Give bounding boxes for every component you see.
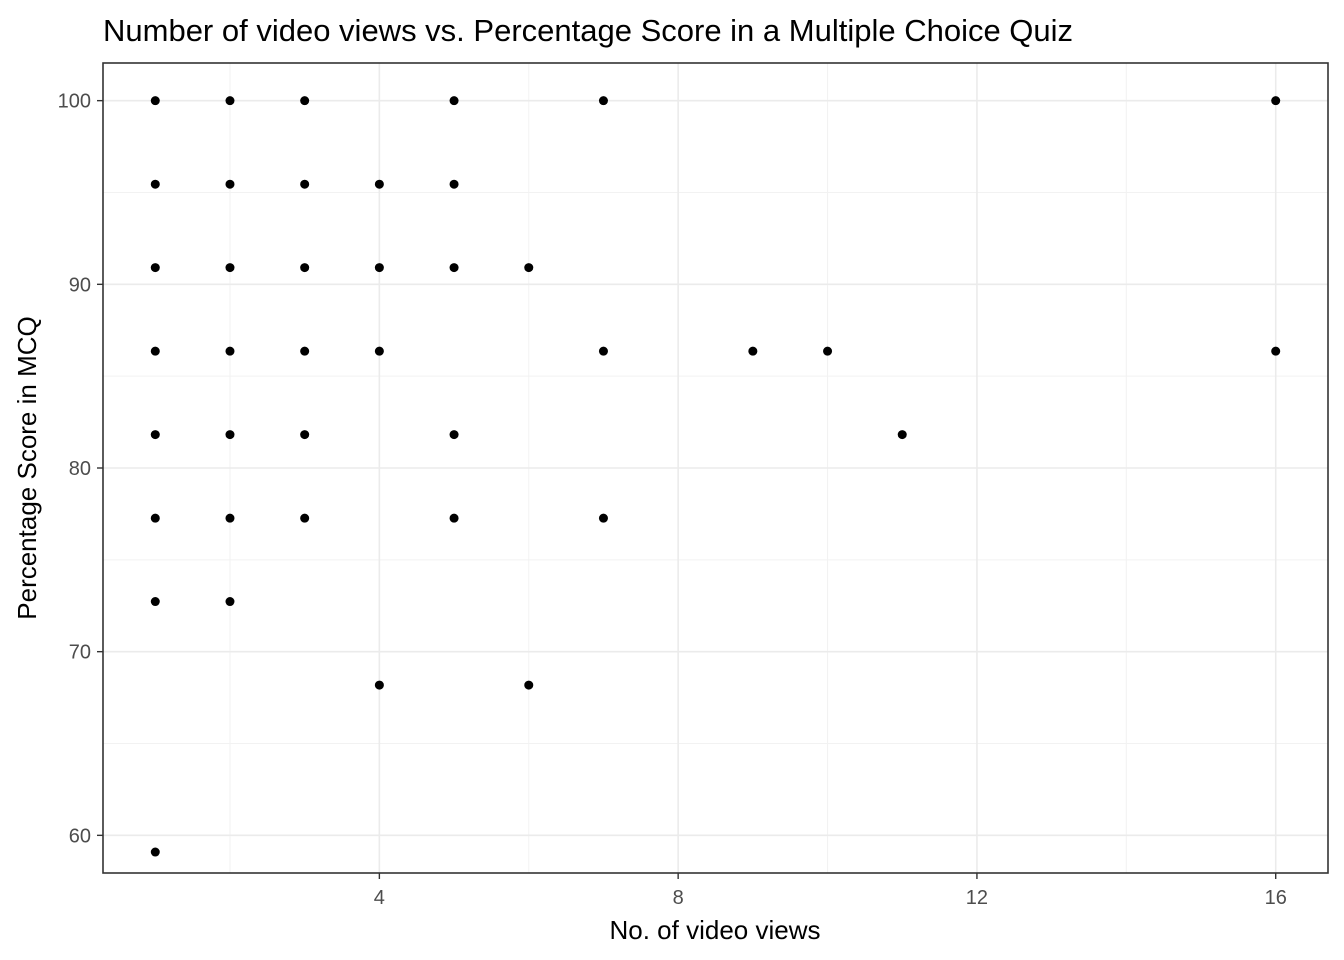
data-point: [225, 179, 235, 189]
data-point: [300, 346, 310, 356]
x-tick-label: 8: [673, 887, 684, 909]
data-point: [150, 597, 160, 607]
y-tick-label: 80: [69, 458, 91, 480]
data-point: [449, 179, 459, 189]
x-axis-title: No. of video views: [610, 915, 821, 945]
data-point: [300, 263, 310, 273]
data-point: [150, 513, 160, 523]
y-axis-ticks: 60 70 80 90 100: [58, 91, 103, 847]
major-grid: [103, 63, 1328, 873]
data-point: [598, 513, 608, 523]
data-point: [1271, 96, 1281, 106]
data-point: [449, 263, 459, 273]
data-point: [300, 513, 310, 523]
data-point: [150, 430, 160, 440]
data-point: [225, 597, 235, 607]
data-point: [374, 346, 384, 356]
x-tick-label: 12: [966, 887, 988, 909]
data-point: [225, 430, 235, 440]
data-point: [823, 346, 833, 356]
y-tick-label: 100: [58, 91, 91, 113]
data-point: [225, 263, 235, 273]
y-tick-label: 70: [69, 642, 91, 664]
data-point: [449, 513, 459, 523]
data-point: [150, 179, 160, 189]
data-point: [150, 346, 160, 356]
data-point: [374, 680, 384, 690]
data-point: [524, 680, 534, 690]
data-point: [225, 346, 235, 356]
data-point: [225, 513, 235, 523]
data-point: [300, 430, 310, 440]
data-point: [225, 96, 235, 106]
x-axis-ticks: 4 8 12 16: [374, 873, 1287, 909]
data-point: [150, 847, 160, 857]
y-tick-label: 90: [69, 274, 91, 296]
data-point: [1271, 346, 1281, 356]
data-point: [374, 179, 384, 189]
data-point: [524, 263, 534, 273]
y-axis-title: Percentage Score in MCQ: [12, 316, 42, 619]
data-point: [897, 430, 907, 440]
data-point: [300, 179, 310, 189]
data-point: [150, 96, 160, 106]
data-points: [150, 96, 1281, 857]
data-point: [300, 96, 310, 106]
x-tick-label: 4: [374, 887, 385, 909]
chart-title: Number of video views vs. Percentage Sco…: [103, 13, 1073, 48]
data-point: [598, 96, 608, 106]
y-tick-label: 60: [69, 825, 91, 847]
x-tick-label: 16: [1265, 887, 1287, 909]
data-point: [598, 346, 608, 356]
data-point: [449, 430, 459, 440]
data-point: [150, 263, 160, 273]
data-point: [374, 263, 384, 273]
data-point: [449, 96, 459, 106]
minor-grid: [103, 63, 1328, 873]
data-point: [748, 346, 758, 356]
